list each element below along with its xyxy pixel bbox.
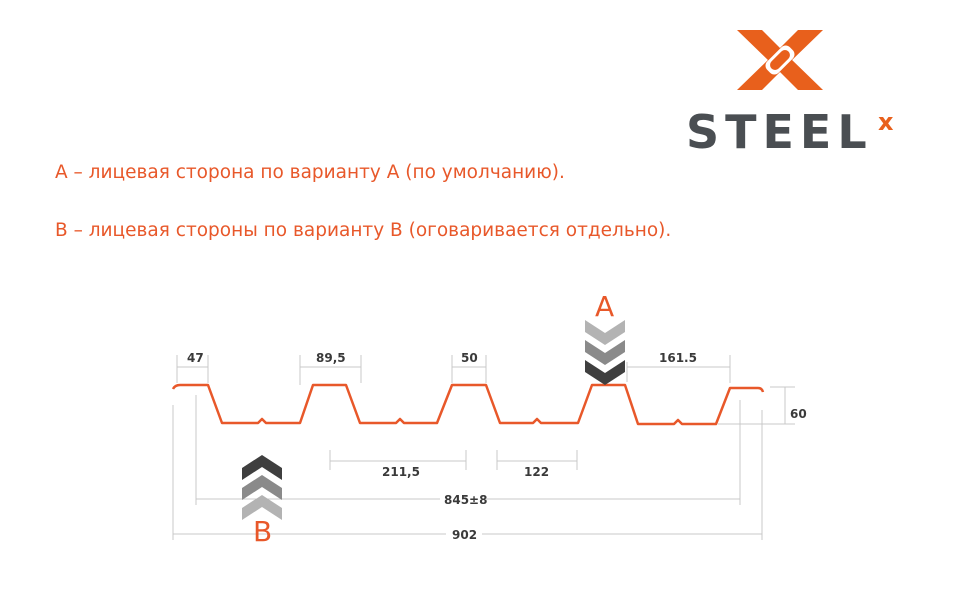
logo-x-mark bbox=[737, 30, 823, 90]
note-side-a: A – лицевая сторона по варианту А (по ум… bbox=[55, 162, 565, 183]
dim-50: 50 bbox=[461, 351, 478, 365]
dim-47: 47 bbox=[187, 351, 204, 365]
side-a-arrows-icon bbox=[585, 320, 625, 385]
dim-60: 60 bbox=[790, 407, 807, 421]
side-b-label: B bbox=[253, 515, 272, 548]
dim-89-5: 89,5 bbox=[316, 351, 346, 365]
dim-122: 122 bbox=[524, 465, 549, 479]
dim-211-5: 211,5 bbox=[382, 465, 420, 479]
dim-902: 902 bbox=[452, 528, 477, 542]
dim-161-5: 161.5 bbox=[659, 351, 697, 365]
side-b-arrows-icon bbox=[242, 455, 282, 520]
dim-845: 845±8 bbox=[444, 493, 487, 507]
steelx-logo: STEEL x bbox=[686, 30, 894, 159]
side-a-label: A bbox=[595, 290, 614, 323]
note-side-b: В – лицевая стороны по варианту В (огова… bbox=[55, 220, 672, 241]
logo-text: STEEL bbox=[686, 105, 873, 159]
profile-line bbox=[171, 383, 765, 426]
logo-superscript: x bbox=[878, 108, 894, 136]
dimension-lines bbox=[172, 355, 795, 540]
